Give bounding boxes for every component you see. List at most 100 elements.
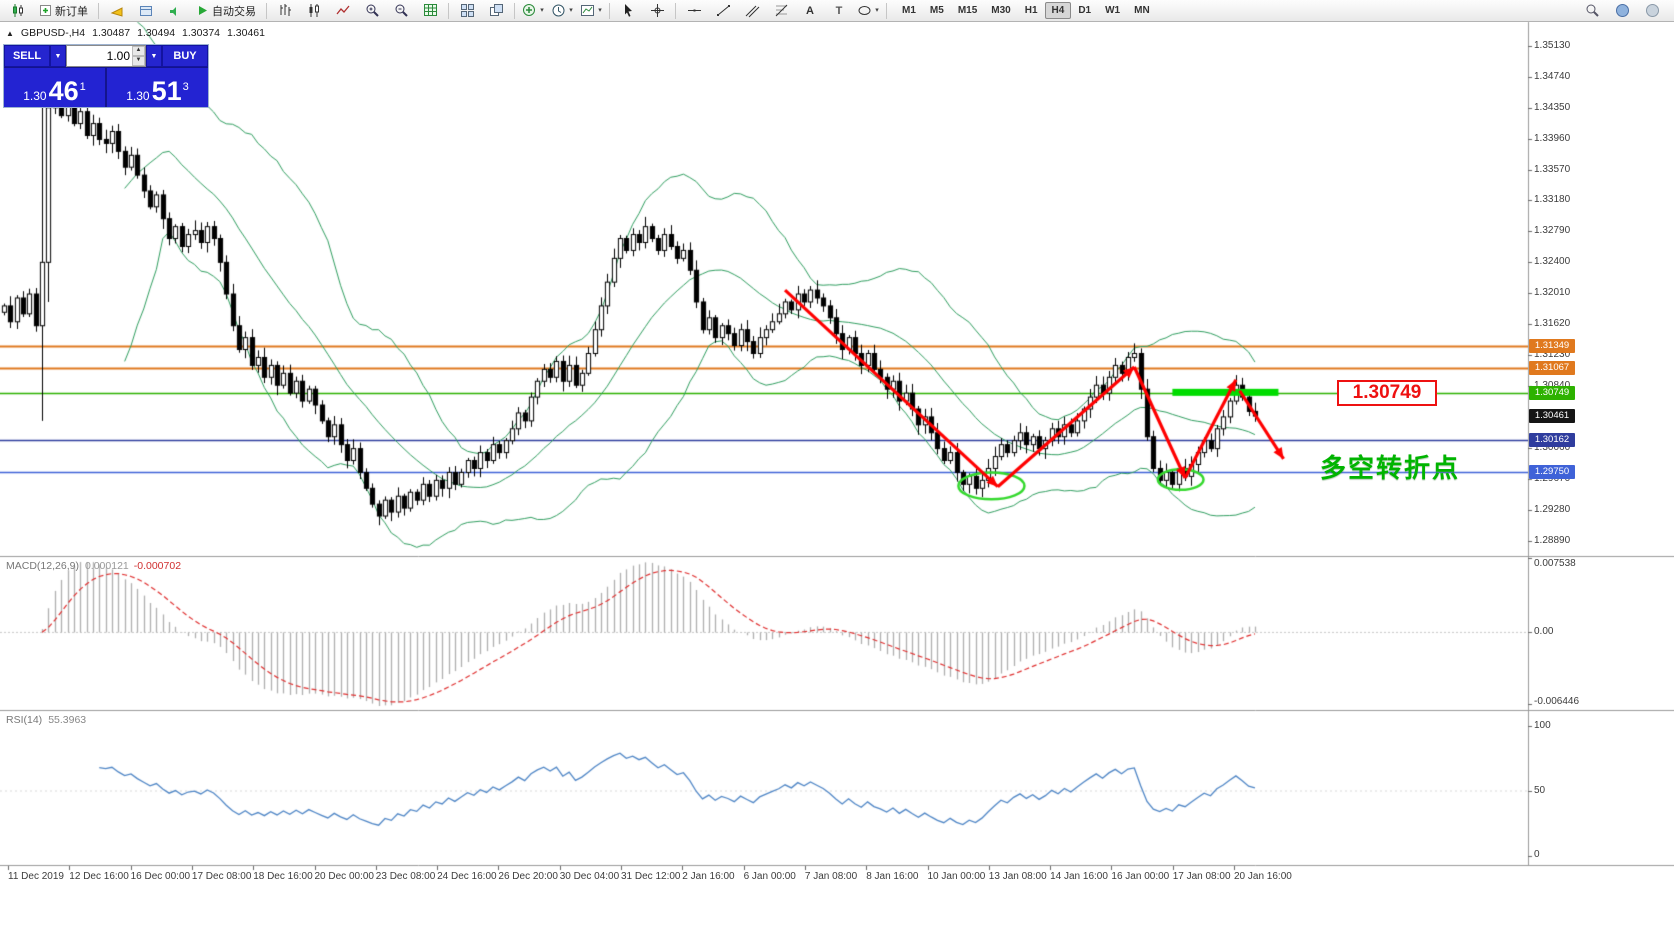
shapes-button[interactable]: ▾ [854,0,882,21]
timeframe-m30[interactable]: M30 [991,5,1011,16]
zoom-in-icon [366,4,379,17]
sell-price-panel[interactable]: 1.30 46 1 [4,68,105,107]
help-icon [1645,4,1659,17]
buy-dropdown-button[interactable]: ▼ [146,45,162,67]
sell-price-small: 1.30 [23,89,47,103]
buy-price-big: 51 [151,76,182,106]
bar-chart-button[interactable] [271,0,299,21]
zoom-out-button[interactable] [387,0,415,21]
grid-button[interactable] [416,0,444,21]
sell-price-big: 46 [48,76,79,106]
timeframe-d1[interactable]: D1 [1078,5,1092,16]
text-tool-icon: A [806,4,814,17]
time-axis-label: 11 Dec 2019 [8,871,64,882]
timeframe-h4[interactable]: H4 [1044,2,1072,19]
rsi-axis-100: 100 [1534,720,1551,731]
price-axis-label: 1.33570 [1534,163,1571,175]
macd-header: MACD(12,26,9) 0.000121 -0.000702 [6,560,181,572]
sound-button[interactable] [161,0,189,21]
volume-input[interactable] [67,46,132,66]
time-axis-label: 10 Jan 00:00 [927,871,986,882]
tile-windows-button[interactable] [453,0,481,21]
label-button[interactable]: T [825,0,853,21]
sound-icon [170,6,176,16]
periods-button[interactable]: ▾ [548,0,576,21]
macd-title: MACD(12,26,9) [6,560,79,572]
volume-field: ▲ ▼ [66,45,146,67]
templates-button[interactable]: ▾ [577,0,605,21]
toolbar-separator [98,2,99,19]
cascade-windows-icon [489,4,503,16]
timeframe-mn[interactable]: MN [1134,5,1150,16]
time-axis-label: 2 Jan 16:00 [682,871,735,882]
timeframe-m5[interactable]: M5 [929,5,944,16]
time-axis-label: 20 Dec 00:00 [314,871,375,882]
price-axis[interactable]: 1.35130 1.34740 1.34350 1.33960 1.33570 1.331… [1529,0,1674,944]
price-tag: 1.31349 [1529,338,1575,353]
price-axis-label: 1.31230 [1534,349,1571,361]
turning-point-note[interactable]: 多空转折点 [1320,453,1461,483]
cascade-windows-button[interactable] [482,0,510,21]
search-button[interactable] [1578,0,1606,21]
price-axis-label: 1.35130 [1534,39,1571,51]
price-axis-label: 1.32790 [1534,225,1571,237]
timeframe-m1[interactable]: M1 [902,5,916,16]
horizontal-line-button[interactable] [680,0,708,21]
time-axis-label: 12 Dec 16:00 [69,871,129,882]
clock-icon [552,4,565,17]
buy-price-panel[interactable]: 1.30 51 3 [107,68,208,107]
rsi-axis-50: 50 [1534,785,1546,796]
buy-button[interactable]: BUY [162,45,208,67]
profiles-button[interactable] [132,0,160,21]
timeframe-h1[interactable]: H1 [1024,5,1038,16]
line-chart-button[interactable] [329,0,357,21]
ohlc-open: 1.30487 [92,27,131,39]
text-button[interactable]: A [796,0,824,21]
time-axis-label: 18 Dec 16:00 [253,871,313,882]
volume-down-button[interactable]: ▼ [132,56,145,66]
timeframe-w1[interactable]: W1 [1105,5,1121,16]
autotrading-button[interactable]: 自动交易 [190,0,262,21]
volume-stepper: ▲ ▼ [132,46,145,66]
time-axis-label: 14 Jan 16:00 [1050,871,1108,882]
search-icon [1586,4,1599,17]
help-button[interactable] [1638,0,1666,21]
one-click-trading-panel: SELL ▼ ▲ ▼ ▼ BUY 1.30 46 1 1.30 51 3 [3,44,209,108]
price-axis-label: 1.31620 [1534,318,1571,330]
time-axis-label: 26 Dec 20:00 [498,871,558,882]
sell-button[interactable]: SELL [4,45,50,67]
toolbar-separator [266,2,267,19]
trendline-button[interactable] [709,0,737,21]
alerts-button[interactable] [103,0,131,21]
toolbar-separator [448,2,449,19]
cursor-button[interactable] [614,0,642,21]
chevron-down-icon: ▼ [150,52,158,60]
autotrading-label: 自动交易 [212,5,256,18]
price-axis-label: 1.30060 [1534,441,1571,453]
time-axis-label: 17 Dec 08:00 [191,871,252,882]
channel-button[interactable] [738,0,766,21]
label-tool-icon: T [835,4,843,17]
profiles-icon [140,5,152,16]
new-order-button[interactable]: 新订单 [33,0,94,21]
zoom-in-button[interactable] [358,0,386,21]
time-axis-label: 16 Dec 00:00 [130,871,191,882]
indicators-button[interactable]: ▾ [519,0,547,21]
time-axis-label: 31 Dec 12:00 [621,871,681,882]
community-button[interactable] [1608,0,1636,21]
new-order-icon [40,5,51,16]
volume-up-button[interactable]: ▲ [132,46,145,56]
time-axis[interactable]: 11 Dec 2019 12 Dec 16:00 16 Dec 00:00 17 De… [0,866,1528,892]
new-chart-button[interactable] [4,0,32,21]
timeframe-m15[interactable]: M15 [957,5,978,16]
fibonacci-button[interactable] [767,0,795,21]
crosshair-button[interactable] [643,0,671,21]
rsi-value: 55.3963 [48,714,87,726]
candlestick-chart-button[interactable] [300,0,328,21]
price-axis-label: 1.28890 [1534,534,1571,546]
price-level-flag[interactable]: 1.30749 [1337,380,1437,406]
sell-dropdown-button[interactable]: ▼ [50,45,66,67]
buy-price-sup: 3 [182,81,189,93]
rsi-axis-0: 0 [1534,849,1540,860]
